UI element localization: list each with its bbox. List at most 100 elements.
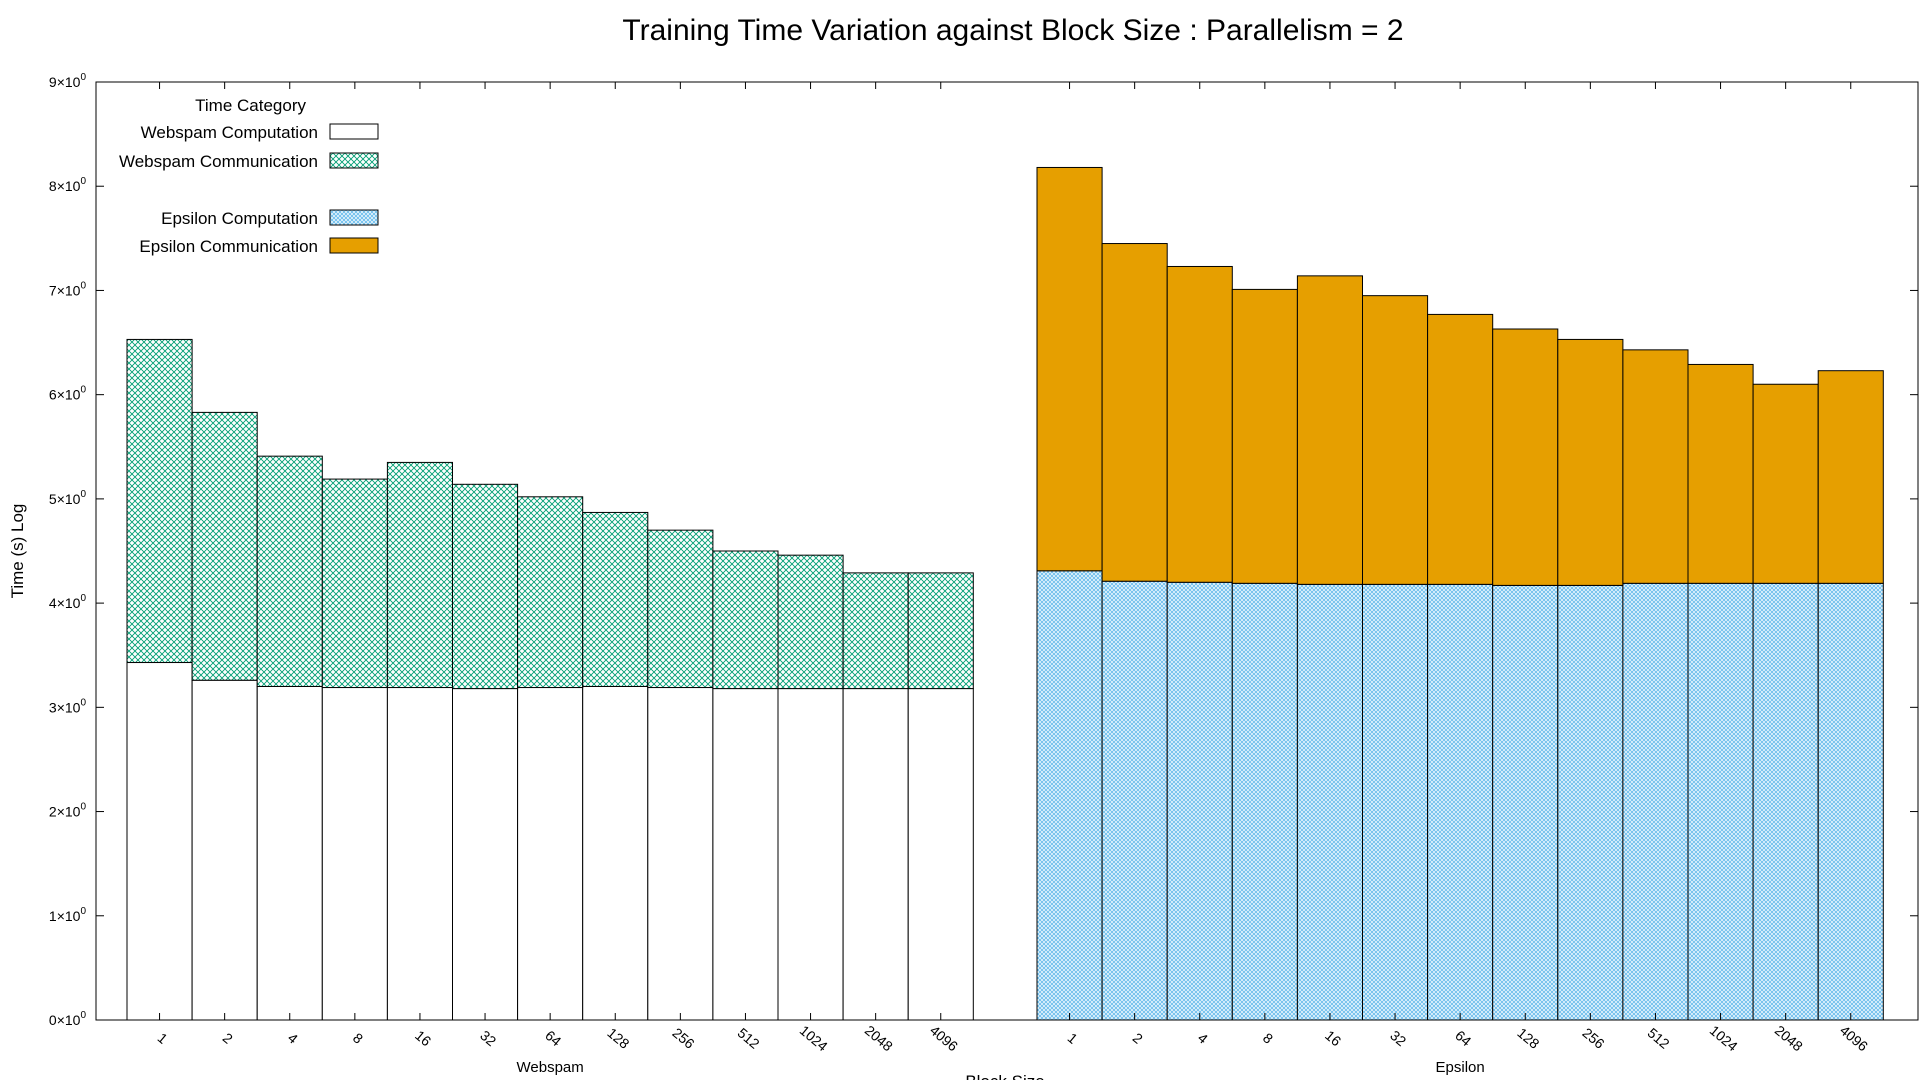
y-tick-times: ×10	[57, 908, 81, 924]
y-axis-label: Time (s) Log	[8, 504, 27, 599]
x-tick-label: 256	[669, 1025, 697, 1052]
legend-swatch	[329, 123, 379, 140]
y-tick-mantissa: 1	[49, 908, 57, 924]
bar-webspam-webspam-computation-256	[647, 687, 714, 1021]
y-tick-mantissa: 6	[49, 387, 57, 403]
bar-epsilon-epsilon-communication-16	[1296, 275, 1364, 585]
bar-epsilon-epsilon-communication-4	[1166, 265, 1233, 583]
bar-epsilon-epsilon-computation-64	[1427, 583, 1494, 1021]
legend-swatch	[329, 152, 379, 169]
bar-epsilon-epsilon-computation-8	[1231, 582, 1298, 1021]
x-tick-label: 256	[1579, 1025, 1607, 1052]
y-tick-label: 2×100	[49, 802, 87, 820]
bar-epsilon-epsilon-computation-32	[1362, 583, 1429, 1021]
x-tick-label: 64	[542, 1027, 564, 1049]
bar-webspam-webspam-communication-64	[517, 496, 584, 689]
bar-webspam-webspam-communication-8	[321, 478, 388, 689]
x-tick-label: 128	[604, 1025, 632, 1052]
y-tick-exponent: 0	[80, 802, 86, 813]
x-tick-label: 1	[1065, 1030, 1081, 1047]
y-tick-times: ×10	[57, 282, 81, 298]
y-tick-exponent: 0	[80, 697, 86, 708]
bar-epsilon-epsilon-communication-2048	[1752, 383, 1819, 584]
bar-epsilon-epsilon-communication-1024	[1687, 363, 1754, 584]
x-tick-label: 64	[1452, 1027, 1474, 1049]
y-tick-label: 4×100	[49, 593, 87, 611]
bar-webspam-webspam-communication-256	[647, 529, 714, 689]
y-tick-mantissa: 0	[49, 1012, 57, 1028]
y-tick-times: ×10	[57, 178, 81, 194]
group-label-webspam: Webspam	[517, 1059, 584, 1076]
bar-epsilon-epsilon-computation-2048	[1752, 582, 1819, 1021]
y-tick-mantissa: 3	[49, 699, 57, 715]
bar-webspam-webspam-communication-128	[582, 511, 649, 687]
legend-entry-label: Webspam Computation	[141, 123, 318, 142]
y-tick-exponent: 0	[80, 593, 86, 604]
y-tick-mantissa: 8	[49, 178, 57, 194]
y-tick-times: ×10	[57, 387, 81, 403]
x-tick-label: 8	[1260, 1030, 1276, 1047]
y-tick-times: ×10	[57, 491, 81, 507]
bar-webspam-webspam-communication-1024	[777, 554, 844, 690]
x-tick-label: 32	[1387, 1027, 1409, 1049]
bar-epsilon-epsilon-communication-4096	[1817, 370, 1884, 584]
bar-webspam-webspam-computation-2	[191, 679, 258, 1021]
y-tick-label: 1×100	[49, 906, 87, 924]
y-tick-times: ×10	[57, 699, 81, 715]
bar-webspam-webspam-communication-2048	[842, 572, 909, 690]
bar-webspam-webspam-computation-1024	[777, 688, 844, 1021]
bar-webspam-webspam-communication-1	[126, 338, 193, 664]
bar-epsilon-epsilon-computation-256	[1557, 584, 1624, 1021]
bar-webspam-webspam-communication-2	[191, 411, 258, 681]
y-tick-mantissa: 7	[49, 282, 57, 298]
bar-webspam-webspam-computation-32	[452, 688, 519, 1021]
y-tick-exponent: 0	[80, 1010, 86, 1021]
bar-epsilon-epsilon-computation-1024	[1687, 582, 1754, 1021]
y-tick-mantissa: 9	[49, 74, 57, 90]
bar-webspam-webspam-computation-2048	[842, 688, 909, 1021]
bar-epsilon-epsilon-communication-2	[1101, 243, 1168, 582]
bar-webspam-webspam-computation-64	[517, 687, 584, 1021]
bar-epsilon-epsilon-communication-32	[1362, 295, 1429, 585]
bar-webspam-webspam-computation-8	[321, 687, 388, 1021]
bar-webspam-webspam-computation-16	[386, 687, 453, 1021]
bar-epsilon-epsilon-computation-128	[1492, 584, 1559, 1021]
legend-swatch	[329, 237, 379, 254]
group-label-epsilon: Epsilon	[1436, 1059, 1485, 1076]
bars	[126, 166, 1884, 1021]
y-tick-mantissa: 5	[49, 491, 57, 507]
bar-webspam-webspam-communication-4	[256, 455, 323, 687]
y-tick-exponent: 0	[80, 280, 86, 291]
y-tick-label: 6×100	[49, 385, 87, 403]
bar-epsilon-epsilon-communication-1	[1036, 166, 1103, 572]
y-tick-exponent: 0	[80, 489, 86, 500]
y-tick-label: 3×100	[49, 697, 87, 715]
bar-epsilon-epsilon-communication-128	[1492, 328, 1559, 586]
bar-epsilon-epsilon-computation-16	[1296, 583, 1364, 1021]
bar-epsilon-epsilon-computation-4096	[1817, 582, 1884, 1021]
bar-webspam-webspam-computation-512	[712, 688, 779, 1021]
bar-epsilon-epsilon-computation-4	[1166, 581, 1233, 1021]
x-tick-label: 2048	[1772, 1022, 1806, 1054]
y-axis: 0×1001×1002×1003×1004×1005×1006×1007×100…	[49, 72, 1918, 1028]
bar-webspam-webspam-computation-128	[582, 685, 649, 1021]
plot-frame	[95, 81, 1919, 1021]
bar-webspam-webspam-communication-512	[712, 550, 779, 690]
bar-epsilon-epsilon-communication-64	[1427, 313, 1494, 585]
y-tick-times: ×10	[57, 804, 81, 820]
bar-epsilon-epsilon-computation-1	[1036, 570, 1103, 1021]
y-tick-label: 7×100	[49, 280, 87, 298]
x-tick-label: 512	[735, 1025, 763, 1052]
x-tick-label: 4	[1195, 1030, 1211, 1047]
y-tick-label: 5×100	[49, 489, 87, 507]
bar-epsilon-epsilon-communication-256	[1557, 338, 1624, 586]
legend-entry-label: Epsilon Communication	[139, 237, 318, 256]
bar-epsilon-epsilon-computation-512	[1622, 582, 1689, 1021]
legend-entry-label: Webspam Communication	[119, 152, 318, 171]
y-tick-times: ×10	[57, 595, 81, 611]
y-tick-exponent: 0	[80, 906, 86, 917]
x-tick-label: 8	[350, 1030, 366, 1047]
x-tick-label: 4096	[927, 1022, 961, 1054]
y-tick-exponent: 0	[80, 176, 86, 187]
x-axis-label: Block Size	[965, 1072, 1044, 1080]
